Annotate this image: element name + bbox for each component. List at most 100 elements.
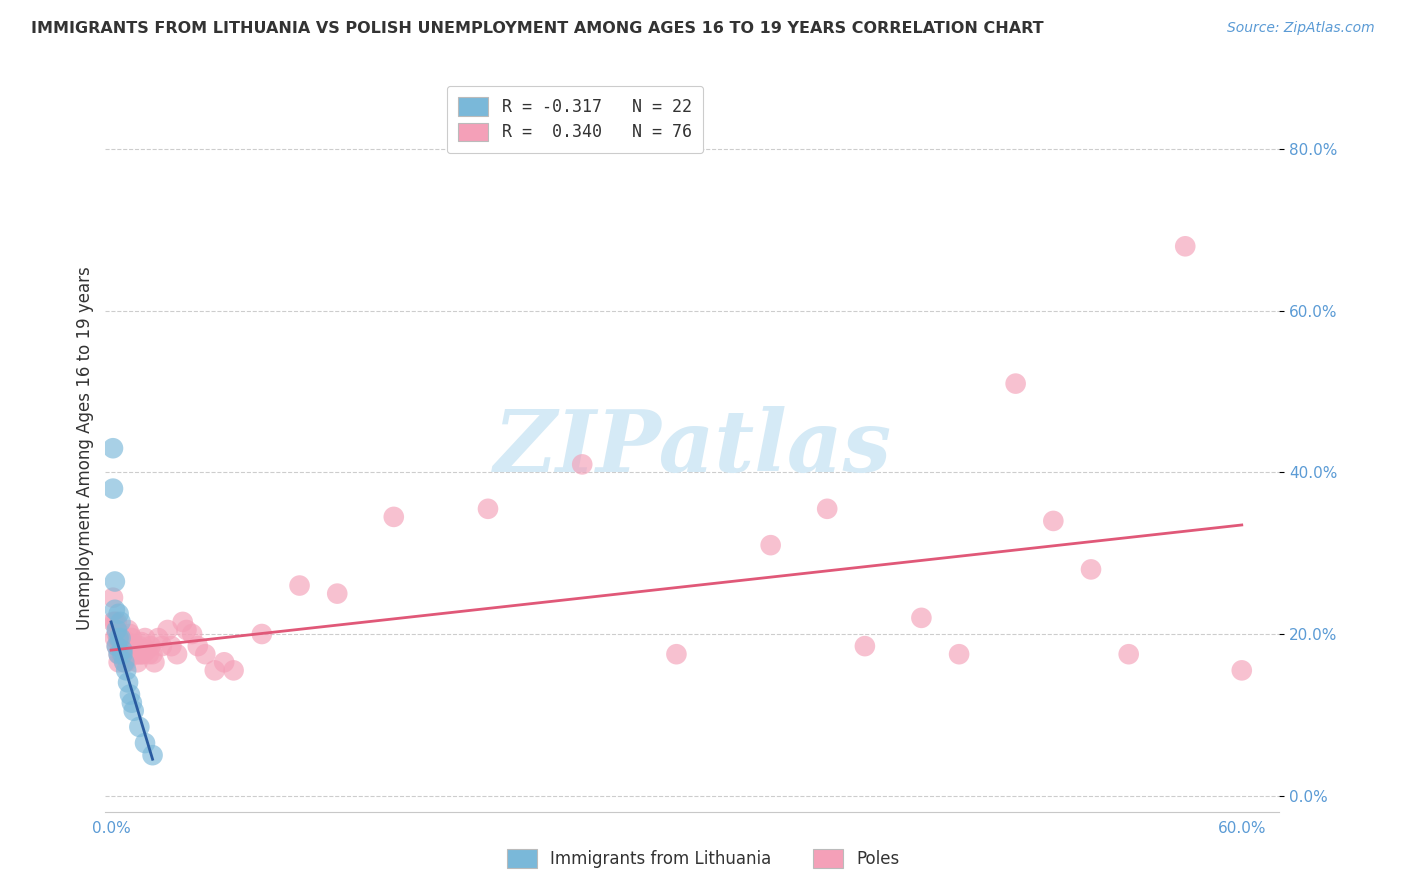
Point	[176, 623, 198, 637]
Point	[118, 627, 141, 641]
Point	[118, 647, 141, 661]
Point	[1004, 376, 1026, 391]
Point	[104, 631, 127, 645]
Point	[124, 647, 146, 661]
Point	[121, 643, 143, 657]
Text: Source: ZipAtlas.com: Source: ZipAtlas.com	[1227, 21, 1375, 35]
Point	[1174, 239, 1197, 253]
Point	[326, 587, 349, 601]
Point	[111, 651, 134, 665]
Point	[148, 631, 170, 645]
Point	[110, 631, 132, 645]
Point	[121, 631, 143, 645]
Point	[759, 538, 782, 552]
Point	[150, 639, 173, 653]
Point	[104, 603, 127, 617]
Point	[135, 643, 157, 657]
Point	[111, 639, 134, 653]
Point	[105, 615, 128, 629]
Point	[107, 647, 129, 661]
Point	[948, 647, 970, 661]
Point	[172, 615, 194, 629]
Point	[132, 647, 155, 661]
Point	[107, 631, 129, 645]
Point	[107, 647, 129, 661]
Point	[115, 643, 138, 657]
Point	[107, 607, 129, 621]
Point	[104, 574, 127, 589]
Point	[129, 635, 152, 649]
Point	[127, 647, 149, 661]
Point	[115, 651, 138, 665]
Point	[134, 736, 156, 750]
Point	[117, 675, 139, 690]
Point	[118, 688, 141, 702]
Point	[187, 639, 209, 653]
Point	[222, 664, 245, 678]
Point	[121, 696, 143, 710]
Point	[477, 501, 499, 516]
Point	[382, 509, 405, 524]
Point	[105, 639, 128, 653]
Point	[156, 623, 179, 637]
Point	[134, 631, 156, 645]
Point	[1080, 562, 1102, 576]
Point	[115, 655, 138, 669]
Point	[127, 655, 149, 669]
Point	[101, 615, 124, 629]
Point	[571, 458, 593, 472]
Legend: Immigrants from Lithuania, Poles: Immigrants from Lithuania, Poles	[501, 843, 905, 875]
Point	[101, 482, 124, 496]
Point	[128, 720, 150, 734]
Point	[110, 627, 132, 641]
Point	[665, 647, 688, 661]
Point	[105, 627, 128, 641]
Point	[111, 643, 134, 657]
Point	[112, 655, 135, 669]
Point	[101, 442, 124, 455]
Point	[160, 639, 183, 653]
Point	[105, 623, 128, 637]
Point	[250, 627, 273, 641]
Point	[111, 647, 134, 661]
Point	[129, 647, 152, 661]
Point	[122, 647, 145, 661]
Point	[115, 664, 138, 678]
Text: ZIPatlas: ZIPatlas	[494, 407, 891, 490]
Point	[815, 501, 838, 516]
Point	[117, 623, 139, 637]
Point	[143, 655, 166, 669]
Point	[1042, 514, 1064, 528]
Point	[118, 639, 141, 653]
Point	[112, 635, 135, 649]
Point	[142, 647, 165, 661]
Text: IMMIGRANTS FROM LITHUANIA VS POLISH UNEMPLOYMENT AMONG AGES 16 TO 19 YEARS CORRE: IMMIGRANTS FROM LITHUANIA VS POLISH UNEM…	[31, 21, 1043, 36]
Point	[112, 647, 135, 661]
Point	[853, 639, 876, 653]
Point	[212, 655, 235, 669]
Point	[142, 748, 165, 763]
Point	[166, 647, 188, 661]
Point	[110, 639, 132, 653]
Point	[288, 578, 311, 592]
Point	[204, 664, 226, 678]
Point	[101, 591, 124, 605]
Point	[105, 639, 128, 653]
Point	[107, 635, 129, 649]
Point	[128, 647, 150, 661]
Point	[181, 627, 204, 641]
Point	[1230, 664, 1253, 678]
Y-axis label: Unemployment Among Ages 16 to 19 years: Unemployment Among Ages 16 to 19 years	[76, 267, 94, 630]
Legend: R = -0.317   N = 22, R =  0.340   N = 76: R = -0.317 N = 22, R = 0.340 N = 76	[447, 86, 703, 153]
Point	[138, 647, 160, 661]
Point	[910, 611, 932, 625]
Point	[117, 635, 139, 649]
Point	[104, 615, 127, 629]
Point	[110, 615, 132, 629]
Point	[139, 639, 162, 653]
Point	[128, 639, 150, 653]
Point	[124, 639, 146, 653]
Point	[122, 639, 145, 653]
Point	[122, 704, 145, 718]
Point	[112, 655, 135, 669]
